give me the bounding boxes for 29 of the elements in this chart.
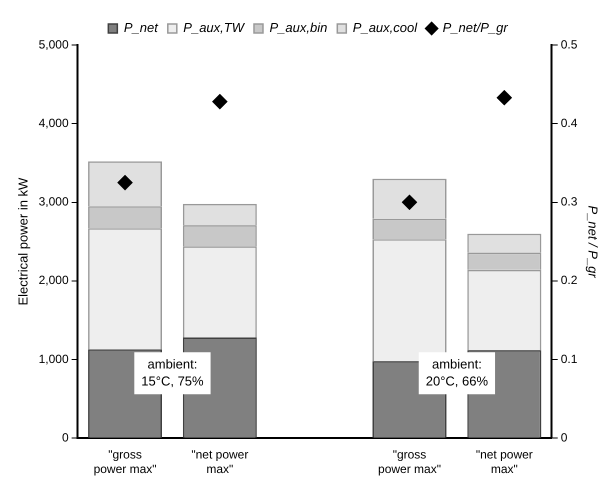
legend-label: P_net — [124, 20, 160, 36]
point — [402, 194, 417, 210]
y-tick-label: 0 — [62, 430, 69, 445]
y2-tick-label: 0.3 — [560, 194, 578, 209]
y2-axis-title: P_net / P_gr — [586, 205, 601, 278]
y2-tick-label: 0.5 — [560, 37, 578, 52]
y-tick-label: 3,000 — [38, 194, 69, 209]
point — [212, 94, 228, 110]
annotation: ambient: 15°C, 75% — [141, 356, 204, 388]
x-tick-label: "net power max" — [191, 448, 248, 476]
y2-tick-label: 0.4 — [560, 116, 578, 130]
y-tick-label: 2,000 — [38, 273, 69, 288]
x-tick-label: "gross power max" — [94, 448, 157, 476]
legend-label: P_aux,cool — [352, 20, 418, 36]
x-tick-label: "gross power max" — [378, 448, 441, 476]
y2-tick-label: 0.2 — [560, 273, 578, 288]
y2-tick-label: 0.1 — [560, 352, 578, 366]
legend-label: P_net/P_gr — [442, 20, 508, 36]
y-tick-label: 4,000 — [38, 116, 69, 130]
point — [118, 175, 133, 190]
annotation: ambient: 20°C, 66% — [426, 356, 488, 388]
x-tick-label: "net power max" — [476, 448, 533, 476]
y-axis-title: Electrical power in kW — [15, 176, 30, 306]
y-tick-label: 5,000 — [38, 37, 69, 52]
point — [496, 90, 512, 106]
legend-label: P_aux,bin — [269, 20, 328, 36]
legend-label: P_aux,TW — [183, 20, 246, 36]
y2-tick-label: 0 — [560, 430, 568, 445]
y-tick-label: 1,000 — [38, 352, 69, 366]
